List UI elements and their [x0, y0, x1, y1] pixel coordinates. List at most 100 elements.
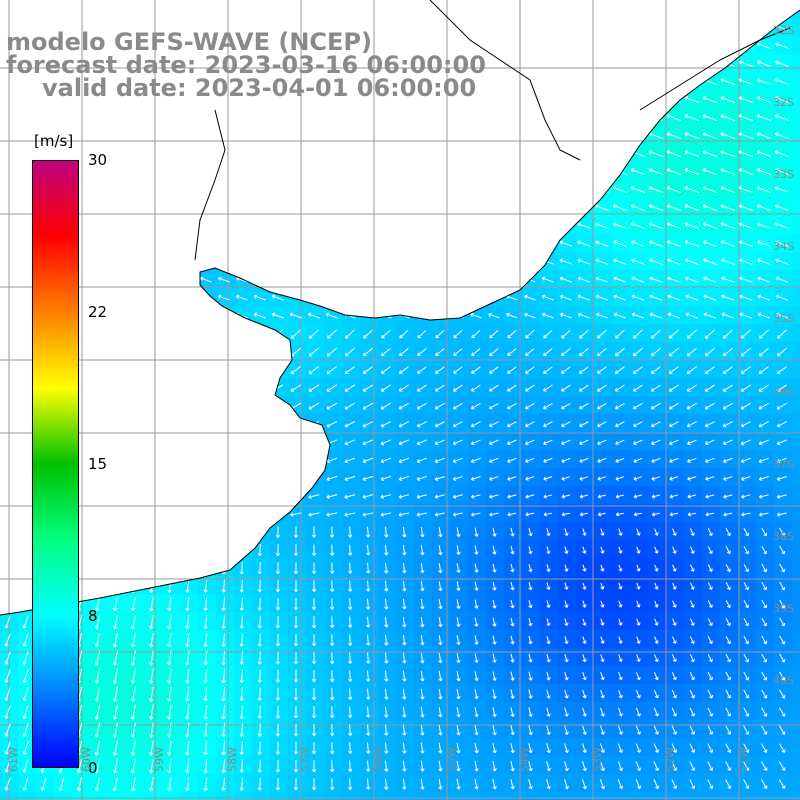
wind-arrow	[308, 384, 320, 392]
wind-arrow	[402, 706, 407, 718]
wind-arrow	[236, 347, 248, 357]
speed-cell	[396, 270, 415, 289]
wind-arrow	[739, 240, 753, 247]
speed-cell	[432, 630, 451, 649]
speed-cell	[666, 738, 685, 757]
speed-cell	[432, 720, 451, 739]
wind-arrow	[723, 457, 733, 463]
wind-arrow	[778, 761, 786, 771]
wind-arrow	[164, 10, 176, 13]
wind-arrow	[272, 114, 284, 121]
speed-cell	[180, 396, 199, 415]
speed-cell	[252, 144, 271, 163]
wind-arrow	[779, 617, 786, 627]
wind-arrow	[649, 312, 663, 319]
speed-cell	[630, 774, 649, 793]
speed-cell	[90, 774, 109, 793]
wind-arrow	[380, 439, 392, 446]
speed-cell	[612, 594, 631, 613]
speed-cell	[792, 108, 800, 127]
speed-cell	[18, 10, 37, 19]
speed-cell	[180, 342, 199, 361]
wind-arrow	[635, 707, 641, 717]
speed-cell	[324, 630, 343, 649]
wind-arrow	[761, 779, 768, 789]
wind-arrow	[348, 760, 353, 772]
wind-arrow	[689, 528, 695, 536]
speed-cell	[594, 216, 613, 235]
wind-arrow	[344, 494, 356, 499]
wind-arrow	[595, 204, 609, 211]
speed-cell	[774, 792, 793, 800]
speed-cell	[576, 684, 595, 703]
wind-arrow	[669, 439, 679, 446]
speed-cell	[162, 324, 181, 343]
wind-arrow	[112, 758, 118, 774]
speed-cell	[72, 792, 91, 800]
wind-arrow	[293, 562, 299, 574]
wind-arrow	[740, 402, 751, 410]
speed-cell	[216, 540, 235, 559]
wind-arrow	[167, 632, 172, 648]
wind-arrow	[738, 168, 754, 176]
wind-arrow	[546, 689, 551, 699]
speed-cell	[792, 252, 800, 271]
wind-arrow	[326, 512, 338, 517]
wind-arrow	[564, 618, 569, 626]
wind-arrow	[489, 439, 499, 446]
wind-arrow	[326, 258, 338, 265]
wind-arrow	[505, 114, 518, 121]
speed-cell	[360, 234, 379, 253]
wind-arrow	[635, 779, 642, 790]
speed-cell	[486, 774, 505, 793]
wind-arrow	[474, 778, 479, 790]
wind-arrow	[702, 114, 718, 122]
wind-arrow	[2, 294, 14, 301]
wind-arrow	[488, 312, 500, 319]
wind-arrow	[595, 10, 609, 13]
wind-arrow	[689, 671, 695, 681]
speed-cell	[630, 162, 649, 181]
speed-cell	[324, 612, 343, 631]
wind-arrow	[254, 258, 266, 265]
wind-arrow	[254, 365, 266, 375]
speed-cell	[756, 36, 775, 55]
speed-cell	[234, 522, 253, 541]
wind-arrow	[398, 168, 410, 175]
wind-arrow	[167, 722, 172, 738]
wind-arrow	[775, 240, 789, 247]
wind-arrow	[164, 475, 176, 482]
speed-cell	[108, 558, 127, 577]
speed-cell	[198, 234, 217, 253]
wind-arrow	[308, 114, 320, 121]
wind-arrow	[344, 132, 356, 139]
speed-cell	[540, 684, 559, 703]
speed-cell	[270, 468, 289, 487]
speed-cell	[270, 774, 289, 793]
speed-cell	[756, 720, 775, 739]
speed-cell	[324, 540, 343, 559]
wind-arrow	[474, 707, 479, 718]
wind-arrow	[705, 494, 715, 499]
speed-cell	[756, 108, 775, 127]
speed-cell	[288, 144, 307, 163]
wind-arrow	[488, 276, 500, 283]
wind-arrow	[510, 653, 515, 663]
wind-arrow	[595, 60, 609, 67]
speed-cell	[558, 702, 577, 721]
speed-cell	[324, 720, 343, 739]
wind-arrow	[489, 366, 499, 374]
wind-arrow	[293, 778, 299, 791]
speed-cell	[738, 594, 757, 613]
speed-cell	[360, 306, 379, 325]
wind-arrow	[599, 743, 605, 753]
wind-arrow	[615, 347, 625, 357]
wind-arrow	[275, 633, 281, 647]
wind-arrow	[653, 761, 660, 771]
wind-arrow	[492, 599, 497, 609]
speed-cell	[414, 162, 433, 181]
wind-arrow	[221, 759, 226, 773]
speed-cell	[306, 162, 325, 181]
wind-arrow	[686, 347, 697, 357]
wind-arrow	[757, 294, 771, 301]
